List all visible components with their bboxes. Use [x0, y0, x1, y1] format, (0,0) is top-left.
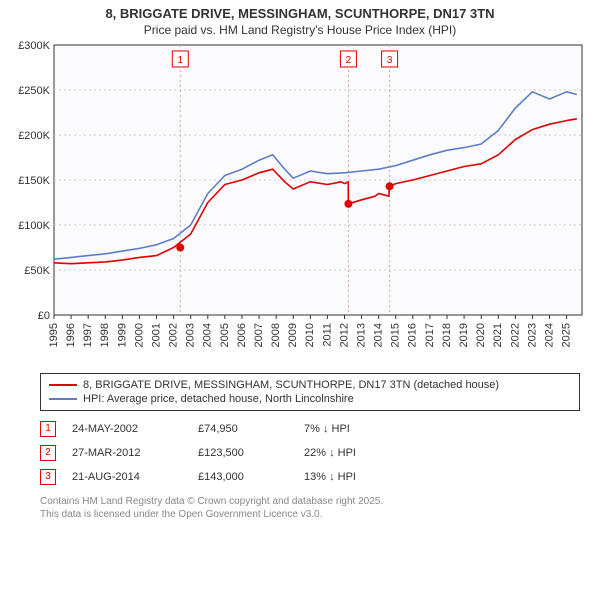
- price-chart: £0 £50K £100K £150K £200K £250K £300K 1995 1996 1…: [10, 39, 590, 369]
- svg-text:2009: 2009: [287, 323, 299, 347]
- sale-date: 21-AUG-2014: [72, 471, 182, 483]
- svg-text:2011: 2011: [321, 323, 333, 347]
- svg-text:2019: 2019: [458, 323, 470, 347]
- chart-title: 8, BRIGGATE DRIVE, MESSINGHAM, SCUNTHORP…: [0, 0, 600, 23]
- sale-hpi: 22% ↓ HPI: [304, 447, 394, 459]
- svg-text:2008: 2008: [270, 323, 282, 347]
- svg-text:1998: 1998: [99, 323, 111, 347]
- sale-hpi: 13% ↓ HPI: [304, 471, 394, 483]
- chart-svg: £0 £50K £100K £150K £200K £250K £300K 1995 1996 1…: [10, 39, 590, 369]
- sale-hpi: 7% ↓ HPI: [304, 423, 394, 435]
- svg-text:2013: 2013: [355, 323, 367, 347]
- svg-text:2: 2: [346, 55, 352, 66]
- legend-label: 8, BRIGGATE DRIVE, MESSINGHAM, SCUNTHORP…: [83, 379, 499, 391]
- footer-line: This data is licensed under the Open Gov…: [40, 508, 580, 521]
- svg-text:1: 1: [177, 55, 183, 66]
- sale-date: 24-MAY-2002: [72, 423, 182, 435]
- svg-text:£150K: £150K: [18, 175, 50, 187]
- legend-swatch: [49, 384, 77, 386]
- sales-table: 1 24-MAY-2002 £74,950 7% ↓ HPI 2 27-MAR-…: [40, 417, 580, 489]
- legend-label: HPI: Average price, detached house, Nort…: [83, 393, 354, 405]
- svg-text:2024: 2024: [543, 323, 555, 347]
- chart-legend: 8, BRIGGATE DRIVE, MESSINGHAM, SCUNTHORP…: [40, 373, 580, 411]
- svg-text:2000: 2000: [133, 323, 145, 347]
- svg-text:£250K: £250K: [18, 85, 50, 97]
- legend-item: HPI: Average price, detached house, Nort…: [49, 392, 571, 406]
- svg-text:£100K: £100K: [18, 220, 50, 232]
- svg-text:1995: 1995: [48, 323, 60, 347]
- sale-date: 27-MAR-2012: [72, 447, 182, 459]
- svg-text:2004: 2004: [202, 323, 214, 347]
- svg-text:£50K: £50K: [24, 265, 50, 277]
- svg-text:£0: £0: [38, 310, 50, 322]
- svg-text:2020: 2020: [475, 323, 487, 347]
- legend-item: 8, BRIGGATE DRIVE, MESSINGHAM, SCUNTHORP…: [49, 378, 571, 392]
- svg-text:2010: 2010: [304, 323, 316, 347]
- sale-price: £143,000: [198, 471, 288, 483]
- sale-price: £123,500: [198, 447, 288, 459]
- svg-text:2016: 2016: [407, 323, 419, 347]
- svg-text:2005: 2005: [219, 323, 231, 347]
- footer-line: Contains HM Land Registry data © Crown c…: [40, 495, 580, 508]
- svg-text:2017: 2017: [424, 323, 436, 347]
- svg-text:2003: 2003: [185, 323, 197, 347]
- sale-marker-icon: 3: [40, 469, 56, 485]
- svg-text:1997: 1997: [82, 323, 94, 347]
- svg-text:2002: 2002: [168, 323, 180, 347]
- svg-text:2007: 2007: [253, 323, 265, 347]
- svg-text:2021: 2021: [492, 323, 504, 347]
- svg-text:3: 3: [387, 55, 393, 66]
- sales-row: 2 27-MAR-2012 £123,500 22% ↓ HPI: [40, 441, 580, 465]
- svg-text:1996: 1996: [65, 323, 77, 347]
- svg-text:2018: 2018: [441, 323, 453, 347]
- sale-price: £74,950: [198, 423, 288, 435]
- svg-text:2014: 2014: [373, 323, 385, 347]
- svg-text:£200K: £200K: [18, 130, 50, 142]
- sale-marker-icon: 2: [40, 445, 56, 461]
- svg-text:2012: 2012: [338, 323, 350, 347]
- sales-row: 1 24-MAY-2002 £74,950 7% ↓ HPI: [40, 417, 580, 441]
- svg-text:2015: 2015: [390, 323, 402, 347]
- svg-text:2001: 2001: [150, 323, 162, 347]
- svg-text:2025: 2025: [561, 323, 573, 347]
- footer-attribution: Contains HM Land Registry data © Crown c…: [40, 495, 580, 521]
- svg-text:1999: 1999: [116, 323, 128, 347]
- svg-text:2023: 2023: [526, 323, 538, 347]
- svg-text:2006: 2006: [236, 323, 248, 347]
- legend-swatch: [49, 398, 77, 400]
- svg-text:2022: 2022: [509, 323, 521, 347]
- chart-subtitle: Price paid vs. HM Land Registry's House …: [0, 23, 600, 39]
- sales-row: 3 21-AUG-2014 £143,000 13% ↓ HPI: [40, 465, 580, 489]
- svg-text:£300K: £300K: [18, 40, 50, 52]
- sale-marker-icon: 1: [40, 421, 56, 437]
